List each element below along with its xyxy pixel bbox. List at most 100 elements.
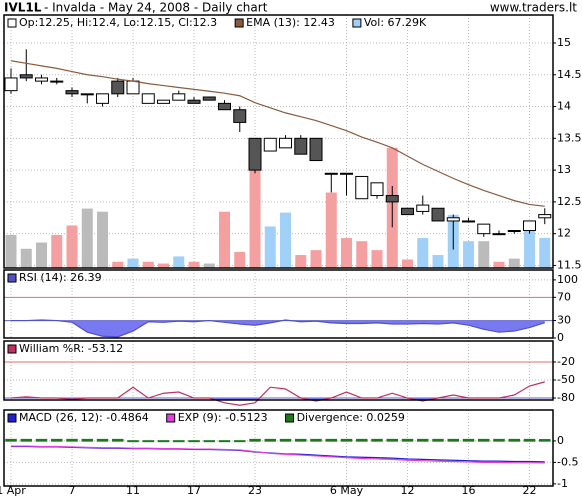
volume-bar (97, 211, 109, 268)
volume-bar (371, 250, 383, 268)
volume-bar (478, 241, 490, 268)
divergence-bar (462, 438, 475, 442)
divergence-bar (157, 440, 170, 443)
candle-body (324, 172, 338, 175)
candle-body (279, 137, 293, 149)
y-tick-label: 13 (557, 163, 571, 176)
divergence-bar (51, 438, 63, 442)
volume-bar (51, 234, 63, 268)
divergence-bar (112, 438, 124, 442)
volume-bar (81, 208, 93, 268)
volume-bar (20, 248, 32, 268)
panel (4, 15, 553, 268)
volume-bar (524, 227, 536, 268)
y-tick-label: 70 (557, 290, 571, 303)
legend-label: RSI (14): 26.39 (19, 271, 102, 284)
x-tick-label: 7 (69, 484, 76, 497)
x-tick-label: 17 (187, 484, 201, 497)
volume-bar (264, 226, 276, 268)
candle-body (309, 137, 323, 162)
volume-bar (310, 250, 322, 268)
volume-bar (173, 256, 185, 268)
divergence-bar (81, 438, 94, 442)
divergence-bar (508, 438, 521, 442)
y-tick-label: -1 (557, 477, 568, 490)
volume-bar (249, 147, 261, 268)
volume-bar (493, 261, 505, 268)
legend-swatch (7, 413, 17, 423)
candle-body (523, 220, 537, 231)
divergence-bar (447, 438, 460, 442)
volume-bar (417, 238, 429, 268)
candle-body (248, 137, 262, 171)
candle-body (187, 99, 201, 104)
volume-bar (219, 211, 231, 268)
candle-body (355, 175, 369, 200)
volume-bar (112, 261, 124, 268)
divergence-bar (96, 438, 109, 442)
volume-bar (158, 263, 170, 268)
candle-body (157, 99, 171, 104)
candle-body (431, 207, 445, 222)
legend-label: William %R: -53.12 (19, 342, 123, 355)
x-tick-label: 16 (462, 484, 476, 497)
divergence-bar (173, 440, 185, 443)
panel-border (3, 409, 554, 487)
chart-title: IVL1L (4, 1, 42, 15)
candle-body (96, 93, 110, 104)
below-level-area (56, 398, 439, 400)
divergence-bar (203, 440, 216, 443)
line (10, 381, 545, 406)
x-tick-label: 23 (248, 484, 262, 497)
legend-swatch (7, 273, 17, 283)
y-tick-label: 100 (557, 273, 578, 286)
divergence-bar (539, 439, 551, 442)
y-tick-label: -20 (557, 355, 575, 368)
volume-bar (66, 225, 78, 268)
volume-bar (432, 255, 444, 268)
candle-body (416, 204, 430, 212)
divergence-bar (371, 438, 383, 442)
volume-bar (508, 258, 520, 268)
legend-label: MACD (26, 12): -0.4864 (19, 411, 149, 424)
candle-body (126, 80, 140, 95)
candle-body (446, 217, 460, 222)
legend-label: EMA (13): 12.43 (246, 16, 335, 29)
volume-bar (234, 251, 246, 268)
x-tick-label: 6 May (330, 484, 364, 497)
divergence-bar (234, 440, 246, 443)
divergence-bar (340, 438, 353, 442)
candle-body (50, 80, 64, 83)
divergence-bar (188, 440, 200, 443)
candle-body (19, 74, 33, 79)
candle-body (385, 195, 399, 203)
line (11, 445, 545, 464)
divergence-bar (386, 438, 399, 442)
divergence-bar (142, 440, 155, 443)
divergence-bar (356, 438, 368, 442)
candle-body (401, 207, 415, 216)
legend-swatch (7, 18, 17, 28)
y-tick-label: 11.5 (557, 258, 582, 271)
y-tick-label: -0.5 (557, 455, 578, 468)
x-tick-label: 11 (126, 484, 140, 497)
volume-bar (203, 263, 215, 268)
y-tick-label: 15 (557, 36, 571, 49)
panel-border (3, 269, 554, 339)
volume-bar (539, 237, 551, 268)
y-tick-label: -50 (557, 373, 575, 386)
candle-body (462, 220, 476, 223)
site: www.traders.lt (490, 1, 577, 15)
candle-body (65, 90, 79, 95)
divergence-bar (325, 438, 338, 442)
divergence-bar (20, 438, 33, 442)
below-level-area (56, 320, 545, 337)
y-tick-label: 0 (557, 331, 564, 344)
volume-bar (295, 255, 307, 268)
volume-bar (341, 238, 353, 268)
legend-swatch (285, 413, 295, 423)
candle-body (35, 77, 49, 82)
y-tick-label: 0 (557, 434, 564, 447)
divergence-bar (493, 438, 505, 442)
panel (4, 341, 553, 400)
